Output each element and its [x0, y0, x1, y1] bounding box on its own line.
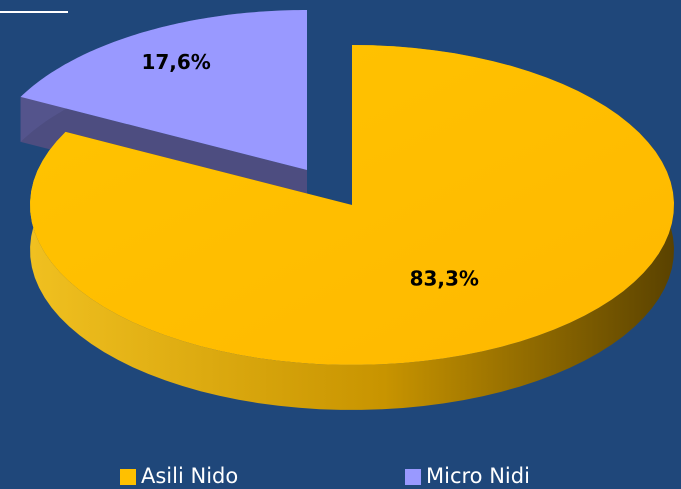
legend-label: Asili Nido [141, 464, 238, 488]
legend: Asili Nido Micro Nidi [120, 464, 530, 488]
legend-label: Micro Nidi [426, 464, 530, 488]
slice [20, 10, 307, 170]
data-label: 17,6% [141, 50, 210, 74]
slice [30, 45, 675, 365]
data-label: 83,3% [410, 267, 479, 291]
legend-swatch [120, 469, 136, 485]
pie: 17,6% 83,3% [20, 10, 675, 410]
legend-swatch [405, 469, 421, 485]
